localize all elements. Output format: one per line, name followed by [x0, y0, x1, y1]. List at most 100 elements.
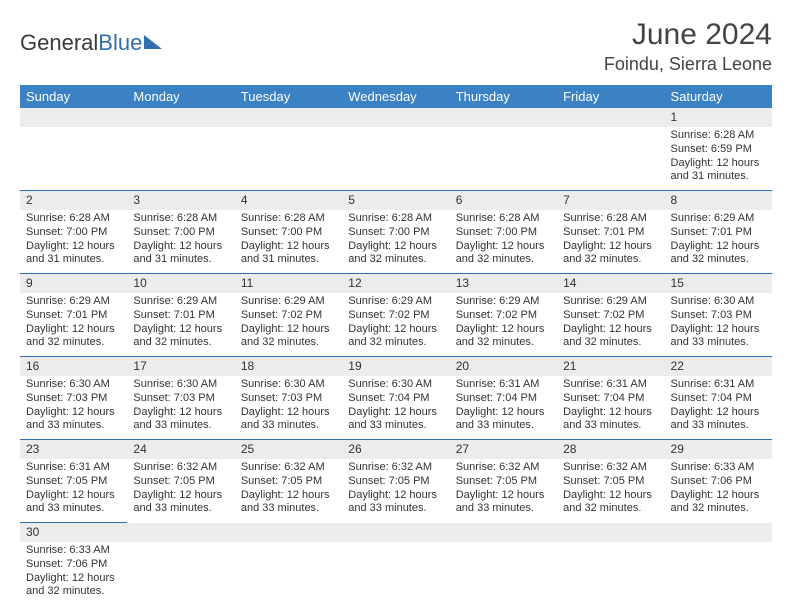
day-number: 14 [557, 274, 664, 293]
sunrise-text: Sunrise: 6:32 AM [563, 461, 658, 475]
day-number: 10 [127, 274, 234, 293]
sunrise-text: Sunrise: 6:28 AM [348, 212, 443, 226]
sunrise-text: Sunrise: 6:29 AM [133, 295, 228, 309]
calendar-day-cell: 6Sunrise: 6:28 AMSunset: 7:00 PMDaylight… [450, 191, 557, 274]
calendar-day-cell: 27Sunrise: 6:32 AMSunset: 7:05 PMDayligh… [450, 440, 557, 523]
sunrise-text: Sunrise: 6:29 AM [26, 295, 121, 309]
day-number: 9 [20, 274, 127, 293]
sunset-text: Sunset: 7:01 PM [133, 309, 228, 323]
sunrise-text: Sunrise: 6:32 AM [133, 461, 228, 475]
daylight-line2: and 33 minutes. [563, 419, 658, 433]
daylight-line2: and 33 minutes. [348, 419, 443, 433]
daylight-line2: and 32 minutes. [133, 336, 228, 350]
day-body: Sunrise: 6:28 AMSunset: 7:01 PMDaylight:… [557, 210, 664, 273]
day-number-empty [342, 108, 449, 127]
daylight-line1: Daylight: 12 hours [456, 406, 551, 420]
calendar-day-cell: 19Sunrise: 6:30 AMSunset: 7:04 PMDayligh… [342, 357, 449, 440]
calendar-day-cell: 23Sunrise: 6:31 AMSunset: 7:05 PMDayligh… [20, 440, 127, 523]
day-body: Sunrise: 6:32 AMSunset: 7:05 PMDaylight:… [235, 459, 342, 522]
header: GeneralBlue June 2024 Foindu, Sierra Leo… [20, 18, 772, 75]
calendar-week-row: 23Sunrise: 6:31 AMSunset: 7:05 PMDayligh… [20, 440, 772, 523]
day-body: Sunrise: 6:33 AMSunset: 7:06 PMDaylight:… [20, 542, 127, 605]
daylight-line2: and 32 minutes. [563, 502, 658, 516]
sunset-text: Sunset: 7:04 PM [671, 392, 766, 406]
sunset-text: Sunset: 7:00 PM [348, 226, 443, 240]
calendar-day-cell: 29Sunrise: 6:33 AMSunset: 7:06 PMDayligh… [665, 440, 772, 523]
day-number-empty [557, 523, 664, 542]
sunset-text: Sunset: 7:00 PM [26, 226, 121, 240]
day-number: 3 [127, 191, 234, 210]
daylight-line2: and 33 minutes. [133, 419, 228, 433]
day-number: 21 [557, 357, 664, 376]
weekday-header: Thursday [450, 85, 557, 108]
sunset-text: Sunset: 7:03 PM [133, 392, 228, 406]
calendar-empty-cell [557, 108, 664, 191]
sunset-text: Sunset: 7:03 PM [671, 309, 766, 323]
day-body: Sunrise: 6:28 AMSunset: 6:59 PMDaylight:… [665, 127, 772, 190]
calendar-body: 1Sunrise: 6:28 AMSunset: 6:59 PMDaylight… [20, 108, 772, 605]
day-number: 17 [127, 357, 234, 376]
day-number-empty [127, 108, 234, 127]
sunset-text: Sunset: 7:00 PM [456, 226, 551, 240]
day-number-empty [665, 523, 772, 542]
sunset-text: Sunset: 7:03 PM [241, 392, 336, 406]
day-body: Sunrise: 6:30 AMSunset: 7:03 PMDaylight:… [235, 376, 342, 439]
weekday-header: Tuesday [235, 85, 342, 108]
sunset-text: Sunset: 7:02 PM [563, 309, 658, 323]
sunset-text: Sunset: 7:05 PM [241, 475, 336, 489]
sunrise-text: Sunrise: 6:32 AM [456, 461, 551, 475]
sunset-text: Sunset: 7:00 PM [241, 226, 336, 240]
weekday-header: Wednesday [342, 85, 449, 108]
daylight-line2: and 32 minutes. [348, 253, 443, 267]
day-number: 26 [342, 440, 449, 459]
daylight-line2: and 32 minutes. [456, 253, 551, 267]
daylight-line1: Daylight: 12 hours [133, 406, 228, 420]
sunset-text: Sunset: 7:01 PM [563, 226, 658, 240]
day-body: Sunrise: 6:30 AMSunset: 7:04 PMDaylight:… [342, 376, 449, 439]
daylight-line2: and 33 minutes. [26, 502, 121, 516]
calendar-empty-cell [450, 523, 557, 606]
sunrise-text: Sunrise: 6:30 AM [26, 378, 121, 392]
calendar-day-cell: 12Sunrise: 6:29 AMSunset: 7:02 PMDayligh… [342, 274, 449, 357]
calendar-day-cell: 18Sunrise: 6:30 AMSunset: 7:03 PMDayligh… [235, 357, 342, 440]
daylight-line2: and 33 minutes. [456, 502, 551, 516]
sunrise-text: Sunrise: 6:30 AM [348, 378, 443, 392]
daylight-line1: Daylight: 12 hours [348, 240, 443, 254]
daylight-line1: Daylight: 12 hours [26, 406, 121, 420]
day-number: 16 [20, 357, 127, 376]
day-body: Sunrise: 6:31 AMSunset: 7:04 PMDaylight:… [557, 376, 664, 439]
daylight-line2: and 33 minutes. [456, 419, 551, 433]
day-body: Sunrise: 6:28 AMSunset: 7:00 PMDaylight:… [127, 210, 234, 273]
daylight-line1: Daylight: 12 hours [241, 406, 336, 420]
sunset-text: Sunset: 7:00 PM [133, 226, 228, 240]
daylight-line2: and 33 minutes. [671, 336, 766, 350]
sunset-text: Sunset: 7:02 PM [456, 309, 551, 323]
calendar-head: SundayMondayTuesdayWednesdayThursdayFrid… [20, 85, 772, 108]
day-body: Sunrise: 6:30 AMSunset: 7:03 PMDaylight:… [665, 293, 772, 356]
calendar-empty-cell [127, 108, 234, 191]
daylight-line2: and 32 minutes. [563, 336, 658, 350]
calendar-empty-cell [127, 523, 234, 606]
day-number-empty [20, 108, 127, 127]
daylight-line2: and 33 minutes. [348, 502, 443, 516]
day-number: 24 [127, 440, 234, 459]
day-number: 12 [342, 274, 449, 293]
day-body: Sunrise: 6:28 AMSunset: 7:00 PMDaylight:… [235, 210, 342, 273]
daylight-line2: and 33 minutes. [671, 419, 766, 433]
sunset-text: Sunset: 7:04 PM [563, 392, 658, 406]
sunrise-text: Sunrise: 6:30 AM [241, 378, 336, 392]
daylight-line1: Daylight: 12 hours [241, 489, 336, 503]
daylight-line2: and 31 minutes. [133, 253, 228, 267]
day-number: 28 [557, 440, 664, 459]
day-body: Sunrise: 6:28 AMSunset: 7:00 PMDaylight:… [20, 210, 127, 273]
sunrise-text: Sunrise: 6:29 AM [456, 295, 551, 309]
daylight-line2: and 33 minutes. [241, 419, 336, 433]
calendar-week-row: 9Sunrise: 6:29 AMSunset: 7:01 PMDaylight… [20, 274, 772, 357]
day-number-empty [235, 523, 342, 542]
day-number-empty [450, 108, 557, 127]
month-title: June 2024 [604, 18, 772, 52]
daylight-line1: Daylight: 12 hours [456, 323, 551, 337]
day-number: 13 [450, 274, 557, 293]
daylight-line1: Daylight: 12 hours [563, 489, 658, 503]
sunrise-text: Sunrise: 6:29 AM [241, 295, 336, 309]
